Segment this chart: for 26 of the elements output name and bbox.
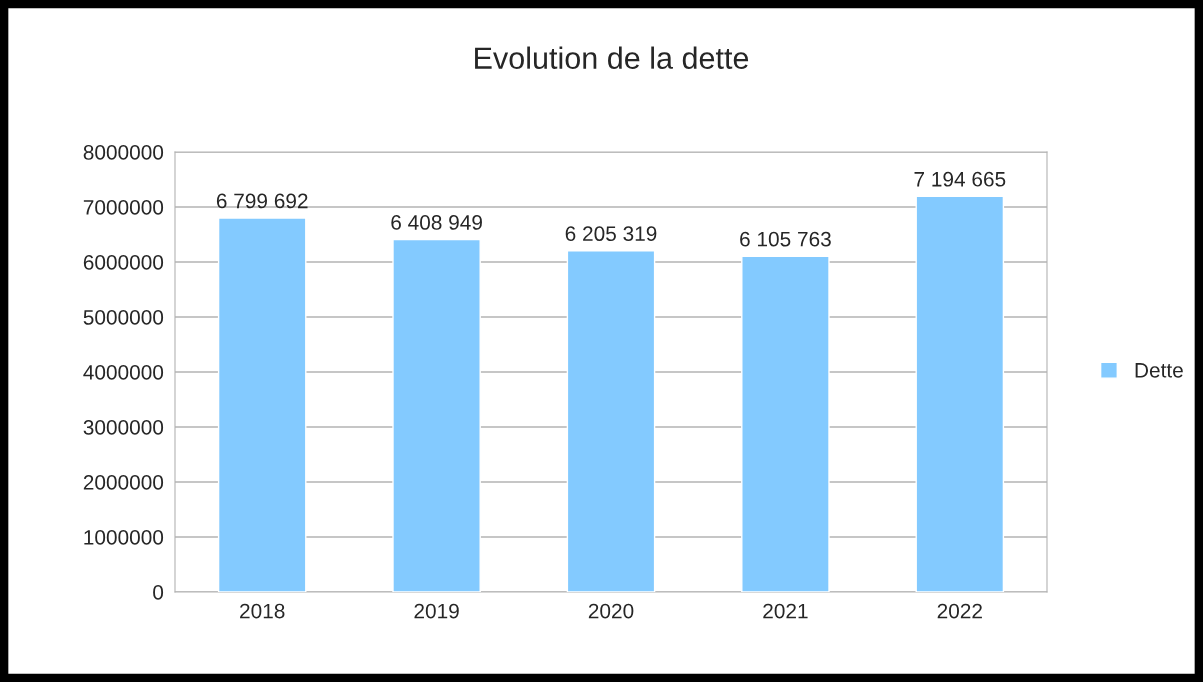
data-label: 6 105 763: [740, 231, 831, 247]
data-label: 7 194 665: [914, 171, 1006, 187]
y-tick-label: 8000000: [83, 145, 164, 160]
y-tick-label: 7000000: [83, 200, 164, 215]
y-tick-label: 6000000: [83, 255, 164, 270]
bar: [741, 255, 830, 592]
chart-title: Evolution de la dette: [475, 46, 749, 69]
legend-label: Dette: [1135, 363, 1183, 378]
x-tick-label: 2019: [414, 603, 459, 619]
y-tick-label: 3000000: [83, 420, 164, 435]
bar: [217, 217, 307, 592]
y-tick-label: 4000000: [83, 365, 164, 380]
bar: [566, 250, 656, 592]
y-tick-label: 2000000: [83, 475, 164, 490]
y-tick-label: 1000000: [84, 530, 164, 545]
y-tick-label: 0: [153, 585, 164, 600]
bar: [915, 195, 1005, 592]
data-label: 6 205 319: [565, 226, 657, 242]
bar: [392, 238, 481, 592]
data-label: 6 799 692: [216, 193, 308, 209]
data-label: 6 408 949: [391, 215, 482, 230]
x-tick-label: 2018: [240, 603, 285, 619]
y-tick-label: 5000000: [83, 310, 164, 325]
x-tick-label: 2022: [937, 603, 982, 619]
x-tick-label: 2021: [763, 603, 808, 619]
x-tick-label: 2020: [588, 603, 634, 619]
